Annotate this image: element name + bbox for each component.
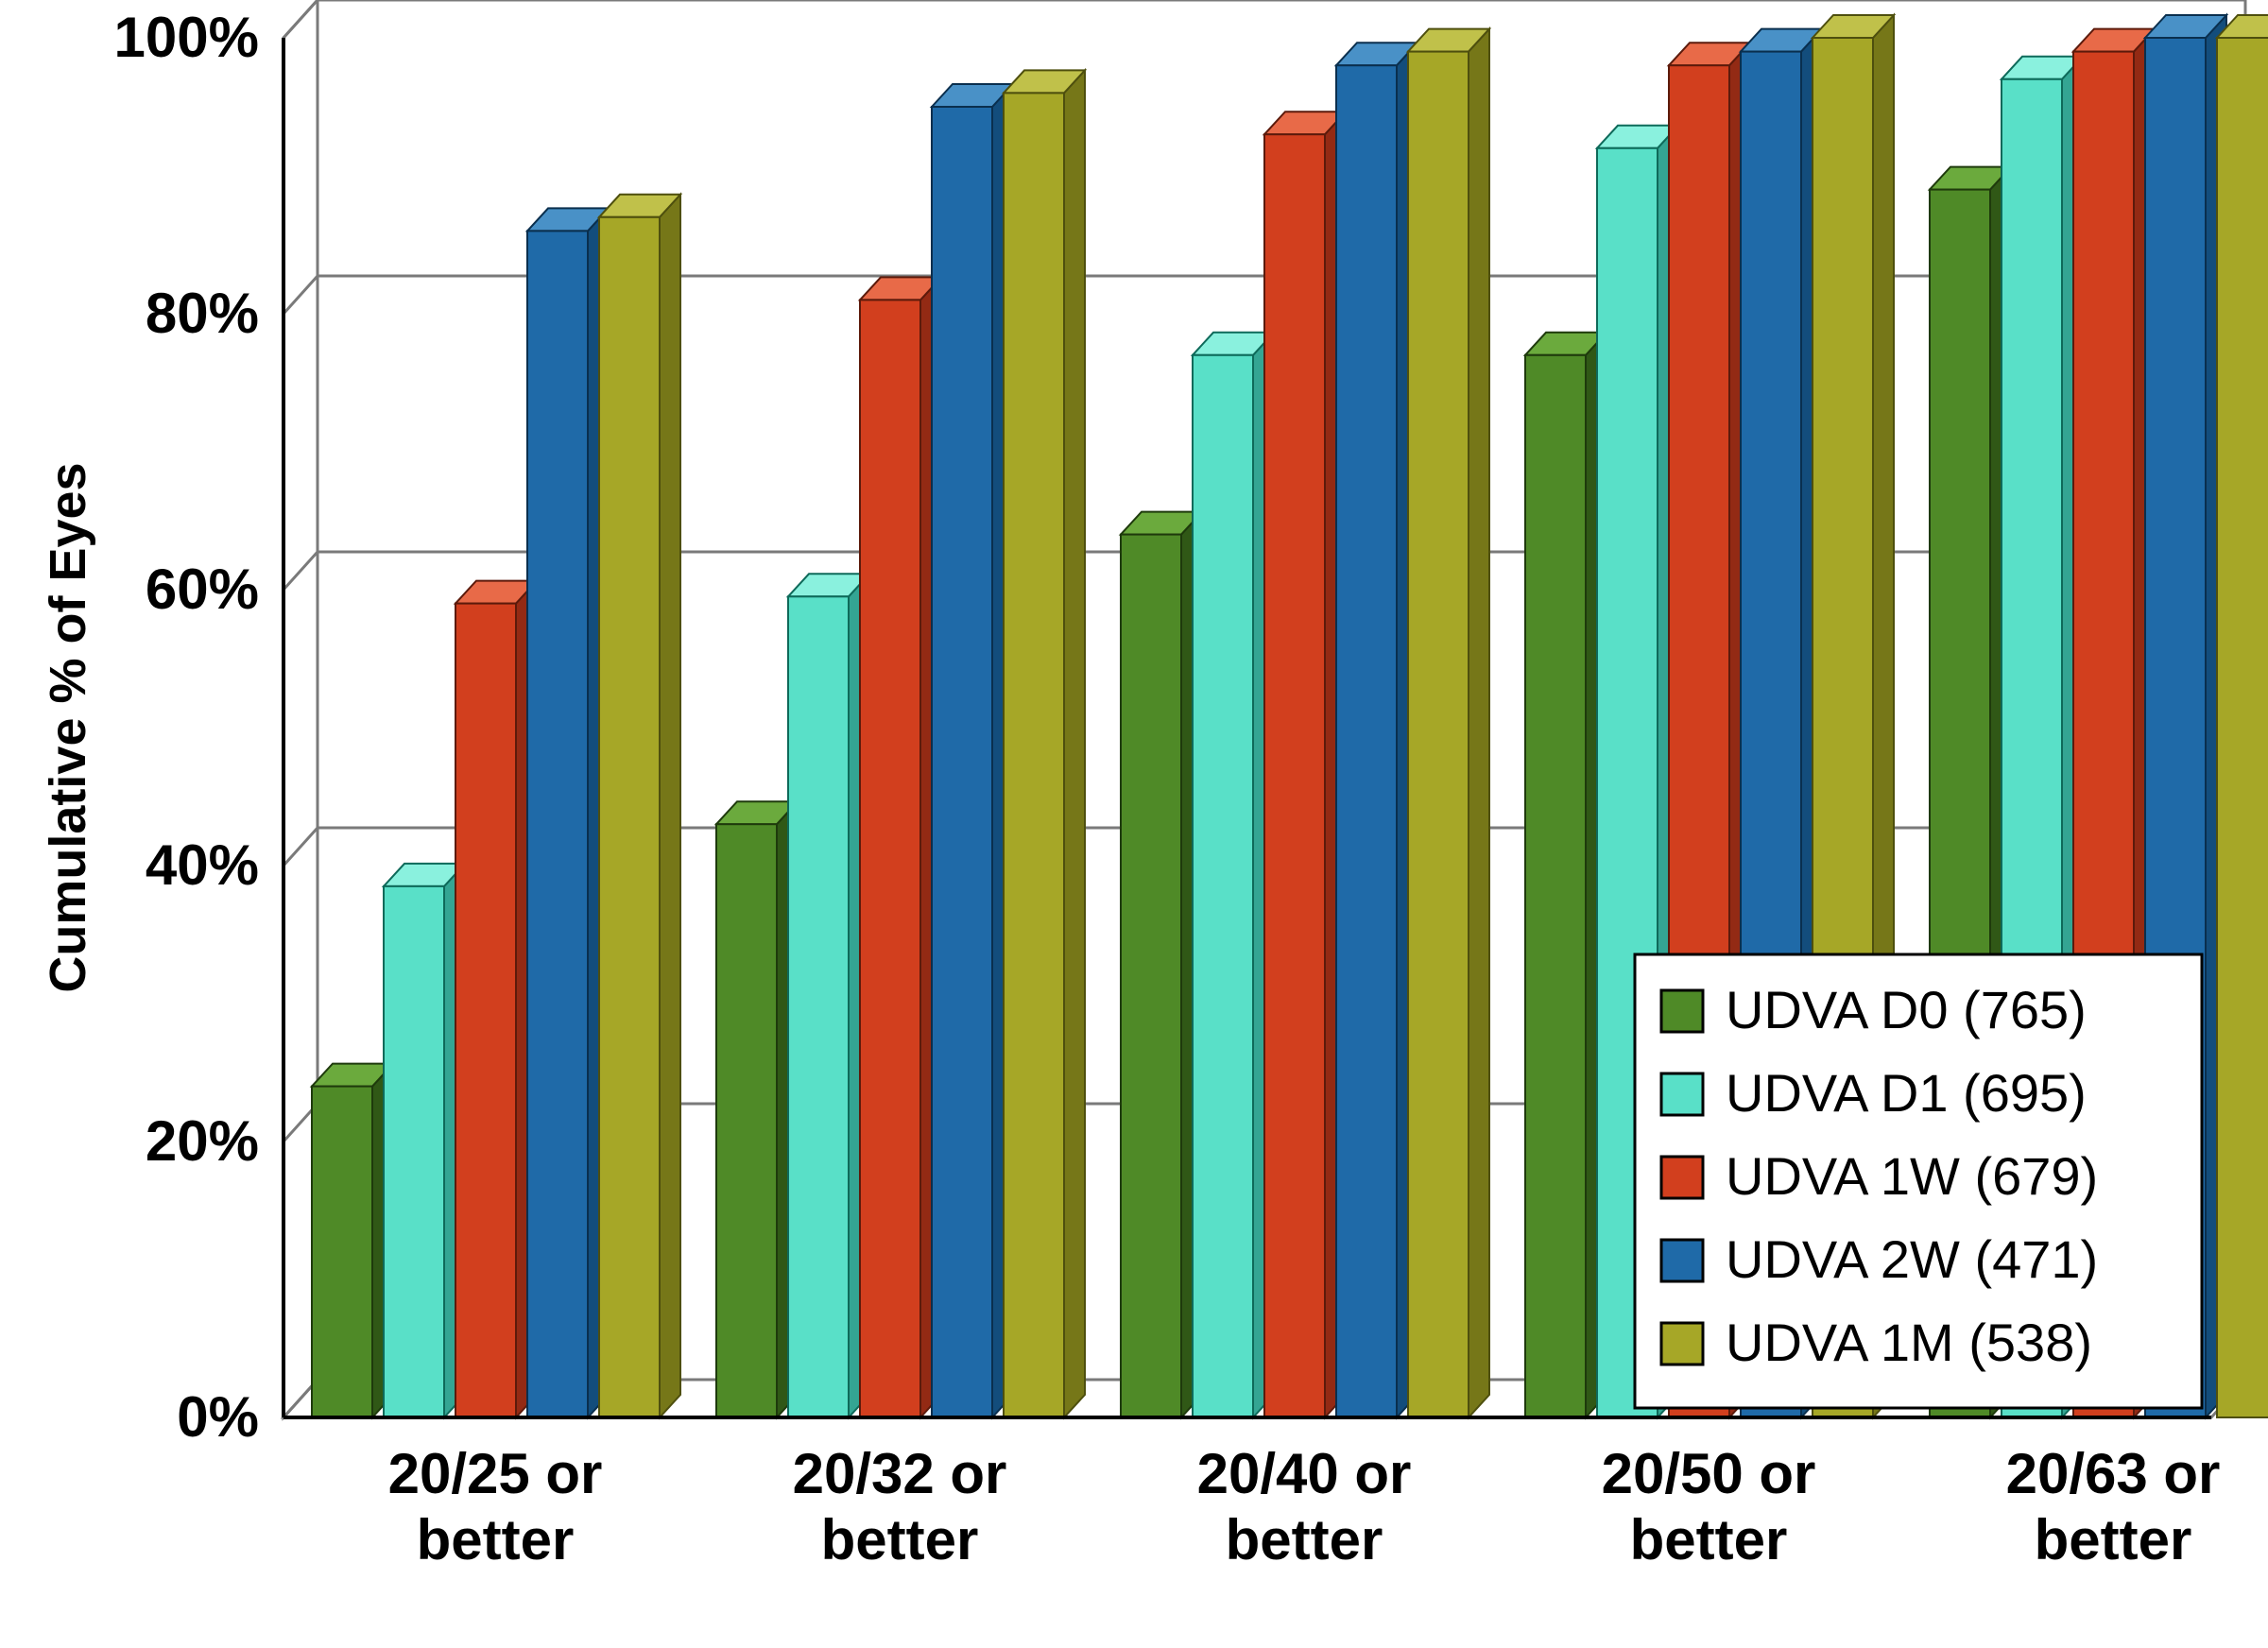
x-category-label: 20/32 orbetter	[793, 1442, 1007, 1571]
x-category-label: 20/63 orbetter	[2006, 1442, 2221, 1571]
legend-swatch	[1661, 1323, 1703, 1365]
bar-chart-3d: 0% 20% 40% 60% 80% 100% Cumulative % of Eyes 20…	[0, 0, 2268, 1648]
chart-stage: 0% 20% 40% 60% 80% 100% Cumulative % of Eyes 20…	[0, 0, 2268, 1648]
y-tick-label: 20%	[146, 1109, 259, 1173]
legend-label: UDVA 1W (679)	[1726, 1146, 2098, 1206]
y-tick-label: 100%	[114, 6, 259, 69]
x-category-label: 20/40 orbetter	[1197, 1442, 1412, 1571]
y-tick-label: 0%	[177, 1385, 259, 1449]
legend-label: UDVA D0 (765)	[1726, 980, 2087, 1039]
legend: UDVA D0 (765) UDVA D1 (695) UDVA 1W (679) U…	[1635, 954, 2202, 1408]
x-category-label: 20/50 orbetter	[1602, 1442, 1816, 1571]
x-category-label: 20/25 orbetter	[388, 1442, 603, 1571]
legend-swatch	[1661, 1073, 1703, 1115]
legend-swatch	[1661, 1240, 1703, 1281]
legend-label: UDVA D1 (695)	[1726, 1063, 2087, 1123]
y-tick-label: 40%	[146, 833, 259, 897]
legend-label: UDVA 2W (471)	[1726, 1229, 2098, 1289]
y-tick-label: 60%	[146, 558, 259, 621]
legend-swatch	[1661, 1157, 1703, 1198]
y-axis-label: Cumulative % of Eyes	[40, 462, 96, 992]
y-tick-label: 80%	[146, 282, 259, 345]
legend-swatch	[1661, 990, 1703, 1032]
legend-label: UDVA 1M (538)	[1726, 1313, 2092, 1372]
